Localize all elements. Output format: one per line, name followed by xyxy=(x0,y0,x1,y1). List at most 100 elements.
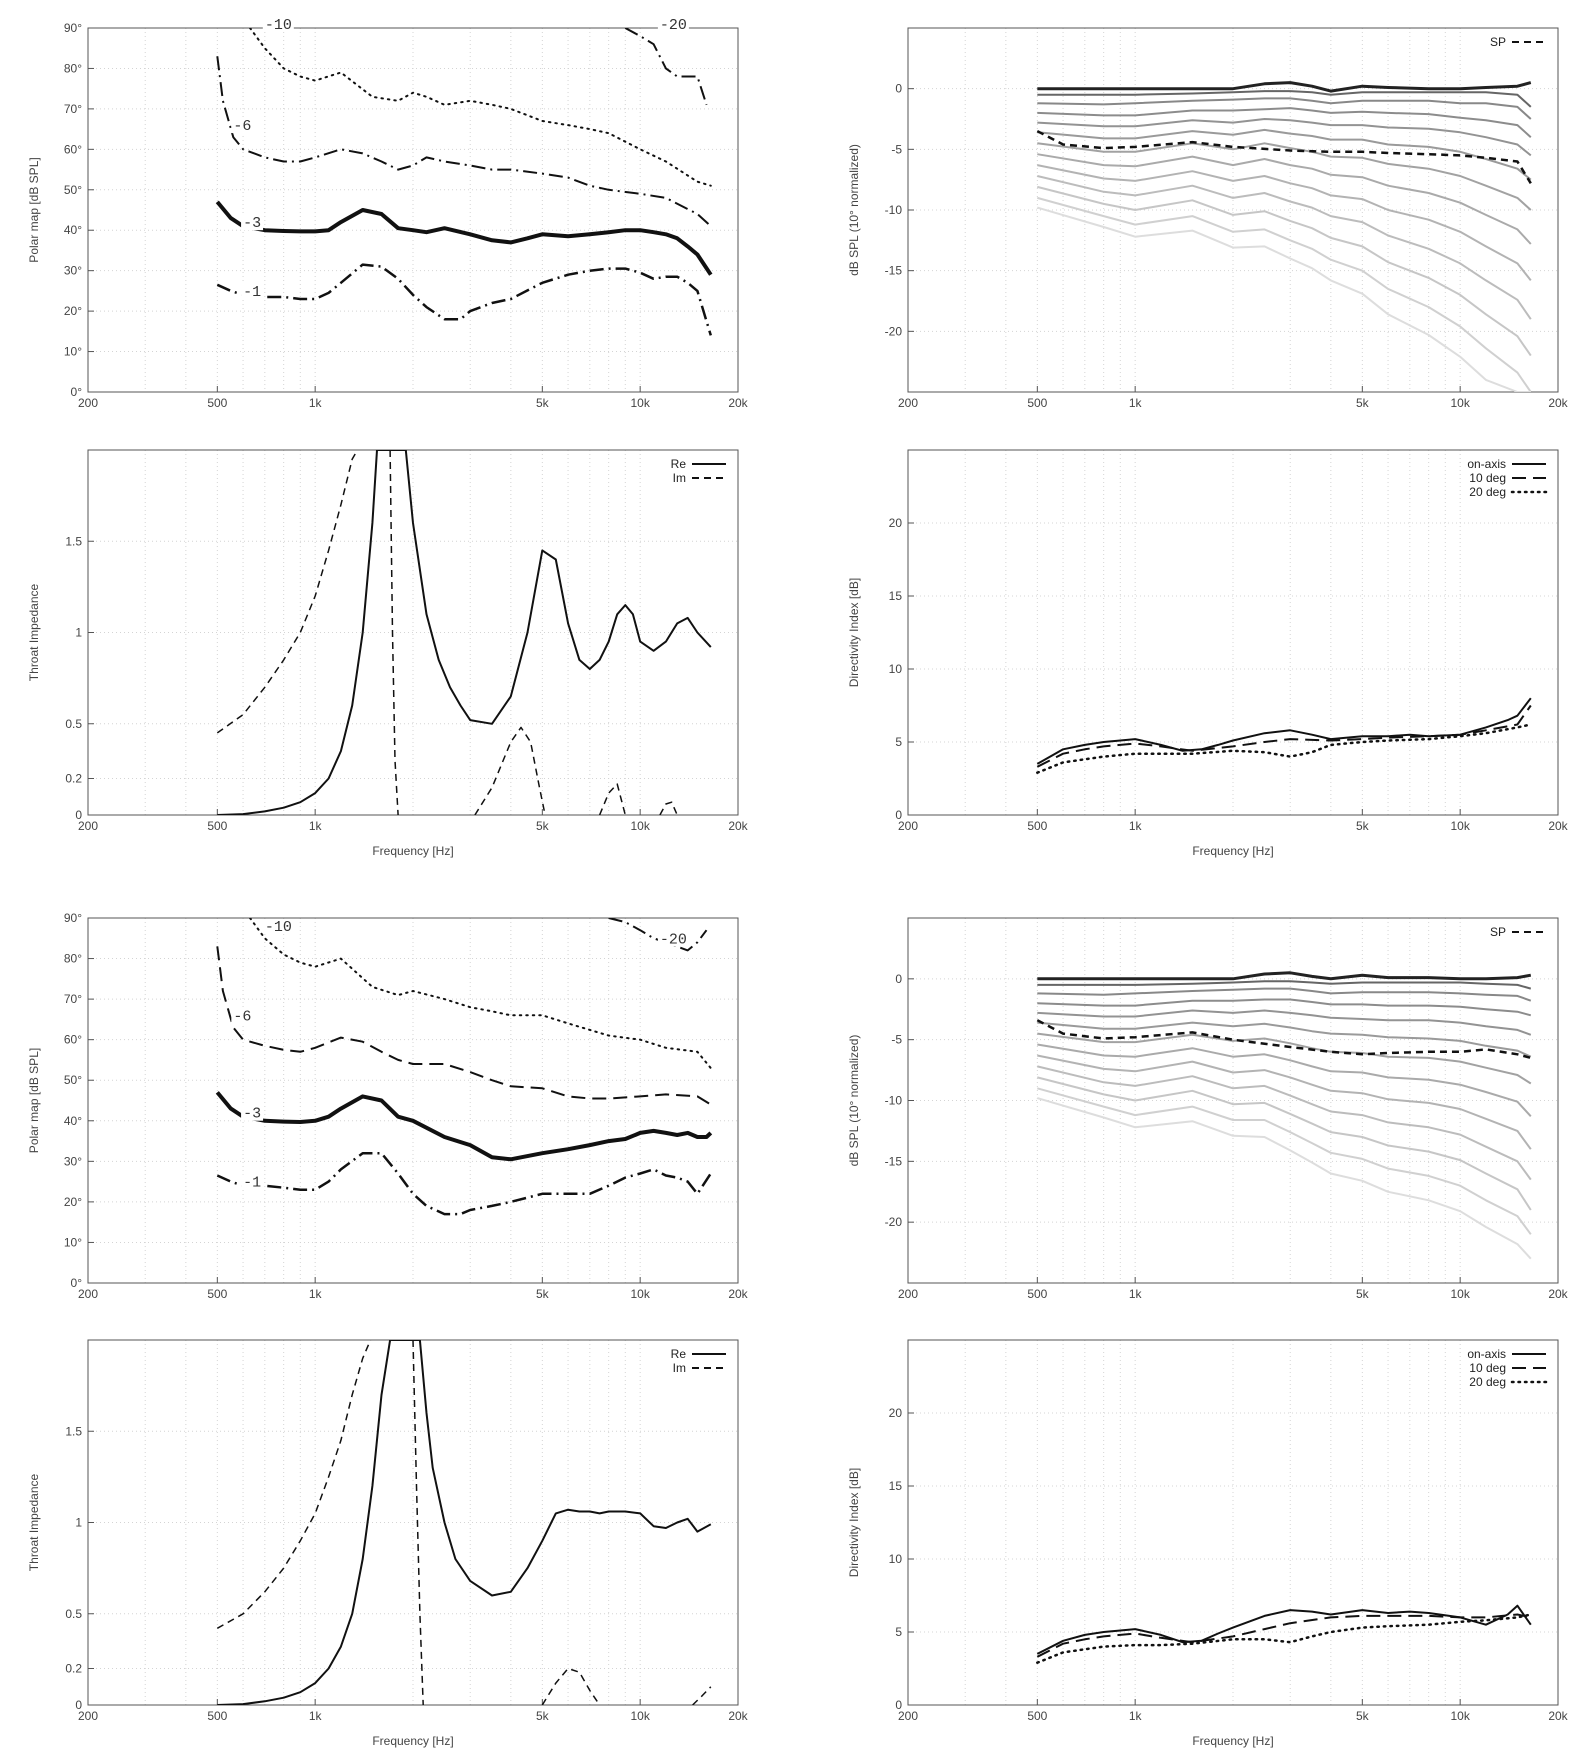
series-line-1 xyxy=(608,918,708,952)
series-line-2 xyxy=(1037,97,1532,120)
y-tick-label: -15 xyxy=(885,264,903,278)
x-tick-label: 10k xyxy=(1450,396,1470,410)
chart-di-1: 200 500 1k 5k 10k 20k 0 5 10 15 20 Directivity Inde… xyxy=(847,449,1569,858)
x-tick-label: 500 xyxy=(1027,819,1047,833)
series-line-3 xyxy=(1037,998,1532,1017)
y-tick-label: 90° xyxy=(64,911,82,925)
y-tick-label: 0° xyxy=(71,385,83,399)
x-tick-label: 1k xyxy=(1129,1287,1143,1301)
contour-label: -1 xyxy=(243,1175,261,1192)
grid xyxy=(88,27,738,393)
plot-frame xyxy=(907,1339,1559,1706)
x-tick-label: 500 xyxy=(1027,1709,1047,1723)
y-tick-label: 0.2 xyxy=(65,772,82,786)
y-tick-label: 20° xyxy=(64,304,82,318)
y-tick-label: 80° xyxy=(64,952,82,966)
series-line-1 xyxy=(1037,980,1532,990)
x-tick-label: 5k xyxy=(1356,1709,1370,1723)
chart-imp-1: 200 500 1k 5k 10k 20k 0 0.2 0.5 1 1.5 Throat Impeda… xyxy=(27,449,749,858)
legend-label: 20 deg xyxy=(1469,1375,1506,1389)
x-tick-label: 10k xyxy=(630,1287,650,1301)
x-tick-label: 200 xyxy=(898,1709,918,1723)
series-line-13 xyxy=(1036,129,1532,184)
grid xyxy=(908,28,1558,392)
y-tick-label: 20 xyxy=(889,1406,903,1420)
series-line-5 xyxy=(659,801,678,815)
series-line-0 xyxy=(1037,81,1532,93)
series-line-1 xyxy=(1037,90,1532,108)
series-line-4 xyxy=(1037,1009,1532,1036)
series-line-11 xyxy=(1037,196,1532,392)
y-tick-label: 70° xyxy=(64,102,82,116)
series-line-1 xyxy=(216,450,359,734)
series-line-4 xyxy=(692,1686,712,1705)
series-line-1 xyxy=(1036,704,1532,768)
x-tick-label: 20k xyxy=(728,819,748,833)
y-tick-label: 5 xyxy=(895,1625,902,1639)
grid xyxy=(88,1340,738,1706)
x-tick-label: 10k xyxy=(630,396,650,410)
y-tick-label: 10° xyxy=(64,345,82,359)
x-tick-label: 200 xyxy=(78,396,98,410)
y-tick-label: 0 xyxy=(895,1698,902,1712)
contour-label: -10 xyxy=(265,919,292,936)
y-tick-label: 10° xyxy=(64,1235,82,1249)
series-line-11 xyxy=(1037,1087,1532,1235)
y-tick-label: 0 xyxy=(895,82,902,96)
contour-label-bg xyxy=(231,1008,254,1024)
x-tick-label: 5k xyxy=(1356,819,1370,833)
chart-spl-2: 200 500 1k 5k 10k 20k -20 -15 -10 -5 0 dB SPL (10° … xyxy=(847,917,1569,1301)
y-axis-label: dB SPL (10° normalized) xyxy=(847,144,861,276)
contour-label: -6 xyxy=(233,118,251,135)
x-tick-label: 5k xyxy=(536,396,550,410)
contour-label-bg xyxy=(657,17,689,32)
series-group xyxy=(1036,697,1533,774)
series-line-0 xyxy=(1036,697,1532,765)
chart-di-2: 200 500 1k 5k 10k 20k 0 5 10 15 20 Directivity Inde… xyxy=(847,1339,1569,1748)
x-tick-label: 20k xyxy=(1548,1709,1568,1723)
legend-label: 10 deg xyxy=(1469,1361,1506,1375)
grid xyxy=(88,917,738,1284)
series-group xyxy=(215,918,713,1216)
series-line-2 xyxy=(216,56,712,227)
y-axis-label: Directivity Index [dB] xyxy=(847,578,861,687)
y-tick-label: 10 xyxy=(889,662,903,676)
series-line-5 xyxy=(1037,128,1532,181)
contour-label: -6 xyxy=(233,1008,251,1025)
x-tick-label: 1k xyxy=(309,396,323,410)
x-axis-label: Frequency [Hz] xyxy=(372,844,453,858)
contour-label: -20 xyxy=(660,931,687,948)
y-tick-label: 30° xyxy=(64,264,82,278)
contour-label: -10 xyxy=(265,17,292,34)
x-tick-label: 500 xyxy=(207,396,227,410)
y-axis-label: Directivity Index [dB] xyxy=(847,1468,861,1577)
legend-label: Re xyxy=(671,457,687,471)
series-line-2 xyxy=(1036,1613,1533,1664)
series-line-0 xyxy=(1037,971,1532,981)
y-tick-label: 0 xyxy=(895,808,902,822)
legend-label: 10 deg xyxy=(1469,471,1506,485)
series-line-12 xyxy=(1037,1097,1532,1260)
y-tick-label: 50° xyxy=(64,183,82,197)
x-tick-label: 10k xyxy=(1450,819,1470,833)
legend-label: SP xyxy=(1490,35,1506,49)
y-tick-label: 0.5 xyxy=(65,717,82,731)
x-tick-label: 20k xyxy=(728,1287,748,1301)
series-line-4 xyxy=(1037,118,1532,157)
x-tick-label: 1k xyxy=(1129,1709,1143,1723)
y-tick-label: 90° xyxy=(64,21,82,35)
grid xyxy=(908,450,1558,816)
y-tick-label: -5 xyxy=(891,1033,902,1047)
series-group xyxy=(216,1340,712,1705)
series-group xyxy=(216,450,712,815)
series-line-9 xyxy=(1037,1065,1532,1181)
series-line-6 xyxy=(1037,142,1532,211)
series-line-8 xyxy=(1037,1054,1532,1150)
x-tick-label: 10k xyxy=(1450,1287,1470,1301)
series-line-7 xyxy=(1037,153,1532,245)
y-axis-label: Polar map [dB SPL] xyxy=(27,1048,41,1153)
y-axis-label: Polar map [dB SPL] xyxy=(27,157,41,262)
y-tick-label: 1 xyxy=(75,1516,82,1530)
y-tick-label: 0 xyxy=(75,808,82,822)
y-tick-label: -20 xyxy=(885,1215,903,1229)
